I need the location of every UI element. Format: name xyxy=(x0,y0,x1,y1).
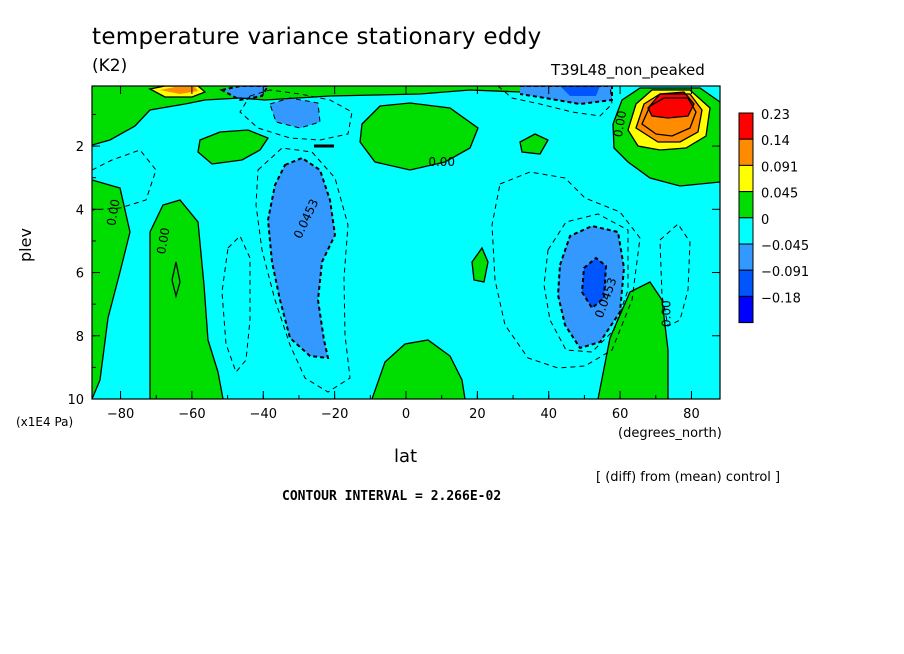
zero-contours xyxy=(92,86,720,399)
contour-line xyxy=(197,129,269,165)
contour-line xyxy=(269,97,321,129)
contour-line xyxy=(239,89,353,141)
colorbar-label: −0.18 xyxy=(761,291,801,306)
colorbar-label: 0 xyxy=(761,213,769,228)
contour-line xyxy=(219,86,270,102)
y-axis-units: (x1E4 Pa) xyxy=(16,415,74,429)
contour-line xyxy=(580,256,608,310)
x-tick-label: 40 xyxy=(540,407,557,422)
x-tick-label: −80 xyxy=(107,407,134,422)
colorbar-label: −0.091 xyxy=(761,265,809,280)
x-tick-label: −60 xyxy=(178,407,205,422)
x-axis-units: (degrees_north) xyxy=(618,426,722,441)
colorbar: 0.23 0.14 0.091 0.045 0 −0.045 −0.091 −0.18 xyxy=(738,108,809,324)
negative-contours xyxy=(92,86,691,393)
colorbar-swatch xyxy=(738,243,754,271)
contour-line xyxy=(497,86,613,117)
contour-line xyxy=(647,91,695,119)
x-tick-label: 20 xyxy=(469,407,486,422)
y-tick-label: 6 xyxy=(76,267,84,282)
contour-label: 0.00 xyxy=(104,198,122,227)
colorbar-swatch xyxy=(738,269,754,297)
y-tick-label: 4 xyxy=(76,203,84,218)
region-positive-equator xyxy=(360,103,478,170)
contour-label: 0.00 xyxy=(428,155,455,169)
region-positive-bottom xyxy=(372,340,465,399)
x-tick-label: −20 xyxy=(321,407,348,422)
diff-note: [ (diff) from (mean) control ] xyxy=(596,470,781,485)
region-positive-northern-low xyxy=(598,282,668,399)
contour-line xyxy=(627,89,711,151)
x-tick-label: 60 xyxy=(612,407,629,422)
contour-line xyxy=(491,171,641,369)
colorbar-swatch xyxy=(738,191,754,219)
contour-line xyxy=(612,87,720,187)
contour-line xyxy=(519,133,549,155)
units-label: (K2) xyxy=(92,56,128,76)
axes: −80 −60 −40 −20 0 20 40 60 80 2 4 6 8 10 xyxy=(67,86,720,422)
colorbar-swatch xyxy=(738,217,754,245)
y-tick-label: 10 xyxy=(67,393,84,408)
region-positive-left-edge xyxy=(92,180,130,399)
contour-interval: CONTOUR INTERVAL = 2.266E-02 xyxy=(282,489,502,504)
region-positive-small xyxy=(198,130,268,164)
x-tick-label: 80 xyxy=(683,407,700,422)
colorbar-swatch xyxy=(738,138,754,166)
contour-line xyxy=(255,147,351,393)
colorbar-label: 0.14 xyxy=(761,134,790,149)
contour-line xyxy=(92,89,521,146)
contour-field xyxy=(92,86,720,399)
x-axis-label: lat xyxy=(394,446,418,467)
chart-title: temperature variance stationary eddy xyxy=(92,24,542,50)
x-tick-label: −40 xyxy=(250,407,277,422)
x-tick-label: 0 xyxy=(402,407,410,422)
contour-line xyxy=(543,213,629,353)
contour-line xyxy=(641,97,697,137)
contour-line xyxy=(266,156,337,360)
colorbar-label: 0.091 xyxy=(761,160,798,175)
region-negative-top-core xyxy=(560,86,600,96)
colorbar-label: −0.045 xyxy=(761,239,809,254)
region-negative-northern-core xyxy=(582,258,606,308)
colorbar-swatch xyxy=(738,164,754,193)
contour-line xyxy=(171,261,181,299)
contour-line xyxy=(519,86,613,106)
contour-label: 0.00 xyxy=(659,300,673,327)
run-label: T39L48_non_peaked xyxy=(551,61,705,79)
contour-line xyxy=(92,149,157,211)
y-tick-label: 8 xyxy=(76,330,84,345)
region-warm-topleft-orange xyxy=(160,87,198,94)
contour-line xyxy=(597,281,669,399)
contour-label: 0.00 xyxy=(154,227,172,256)
contour-line xyxy=(556,224,626,350)
contour-line xyxy=(92,179,131,399)
colorbar-swatch xyxy=(738,295,754,324)
contour-label: 0.00 xyxy=(611,110,629,139)
contour-line xyxy=(148,86,207,98)
contour-line xyxy=(635,93,703,143)
colorbar-swatch xyxy=(738,112,754,140)
region-negative-upper xyxy=(270,98,320,128)
contour-line xyxy=(371,339,466,399)
contour-line xyxy=(659,223,691,327)
contour-line xyxy=(471,246,489,283)
colorbar-label: 0.23 xyxy=(761,108,790,123)
contour-line xyxy=(149,199,224,399)
contour-line xyxy=(359,102,479,171)
inner-negative-contours xyxy=(219,86,626,360)
region-positive-southern xyxy=(150,200,223,399)
y-tick-label: 2 xyxy=(76,140,84,155)
colorbar-label: 0.045 xyxy=(761,187,798,202)
